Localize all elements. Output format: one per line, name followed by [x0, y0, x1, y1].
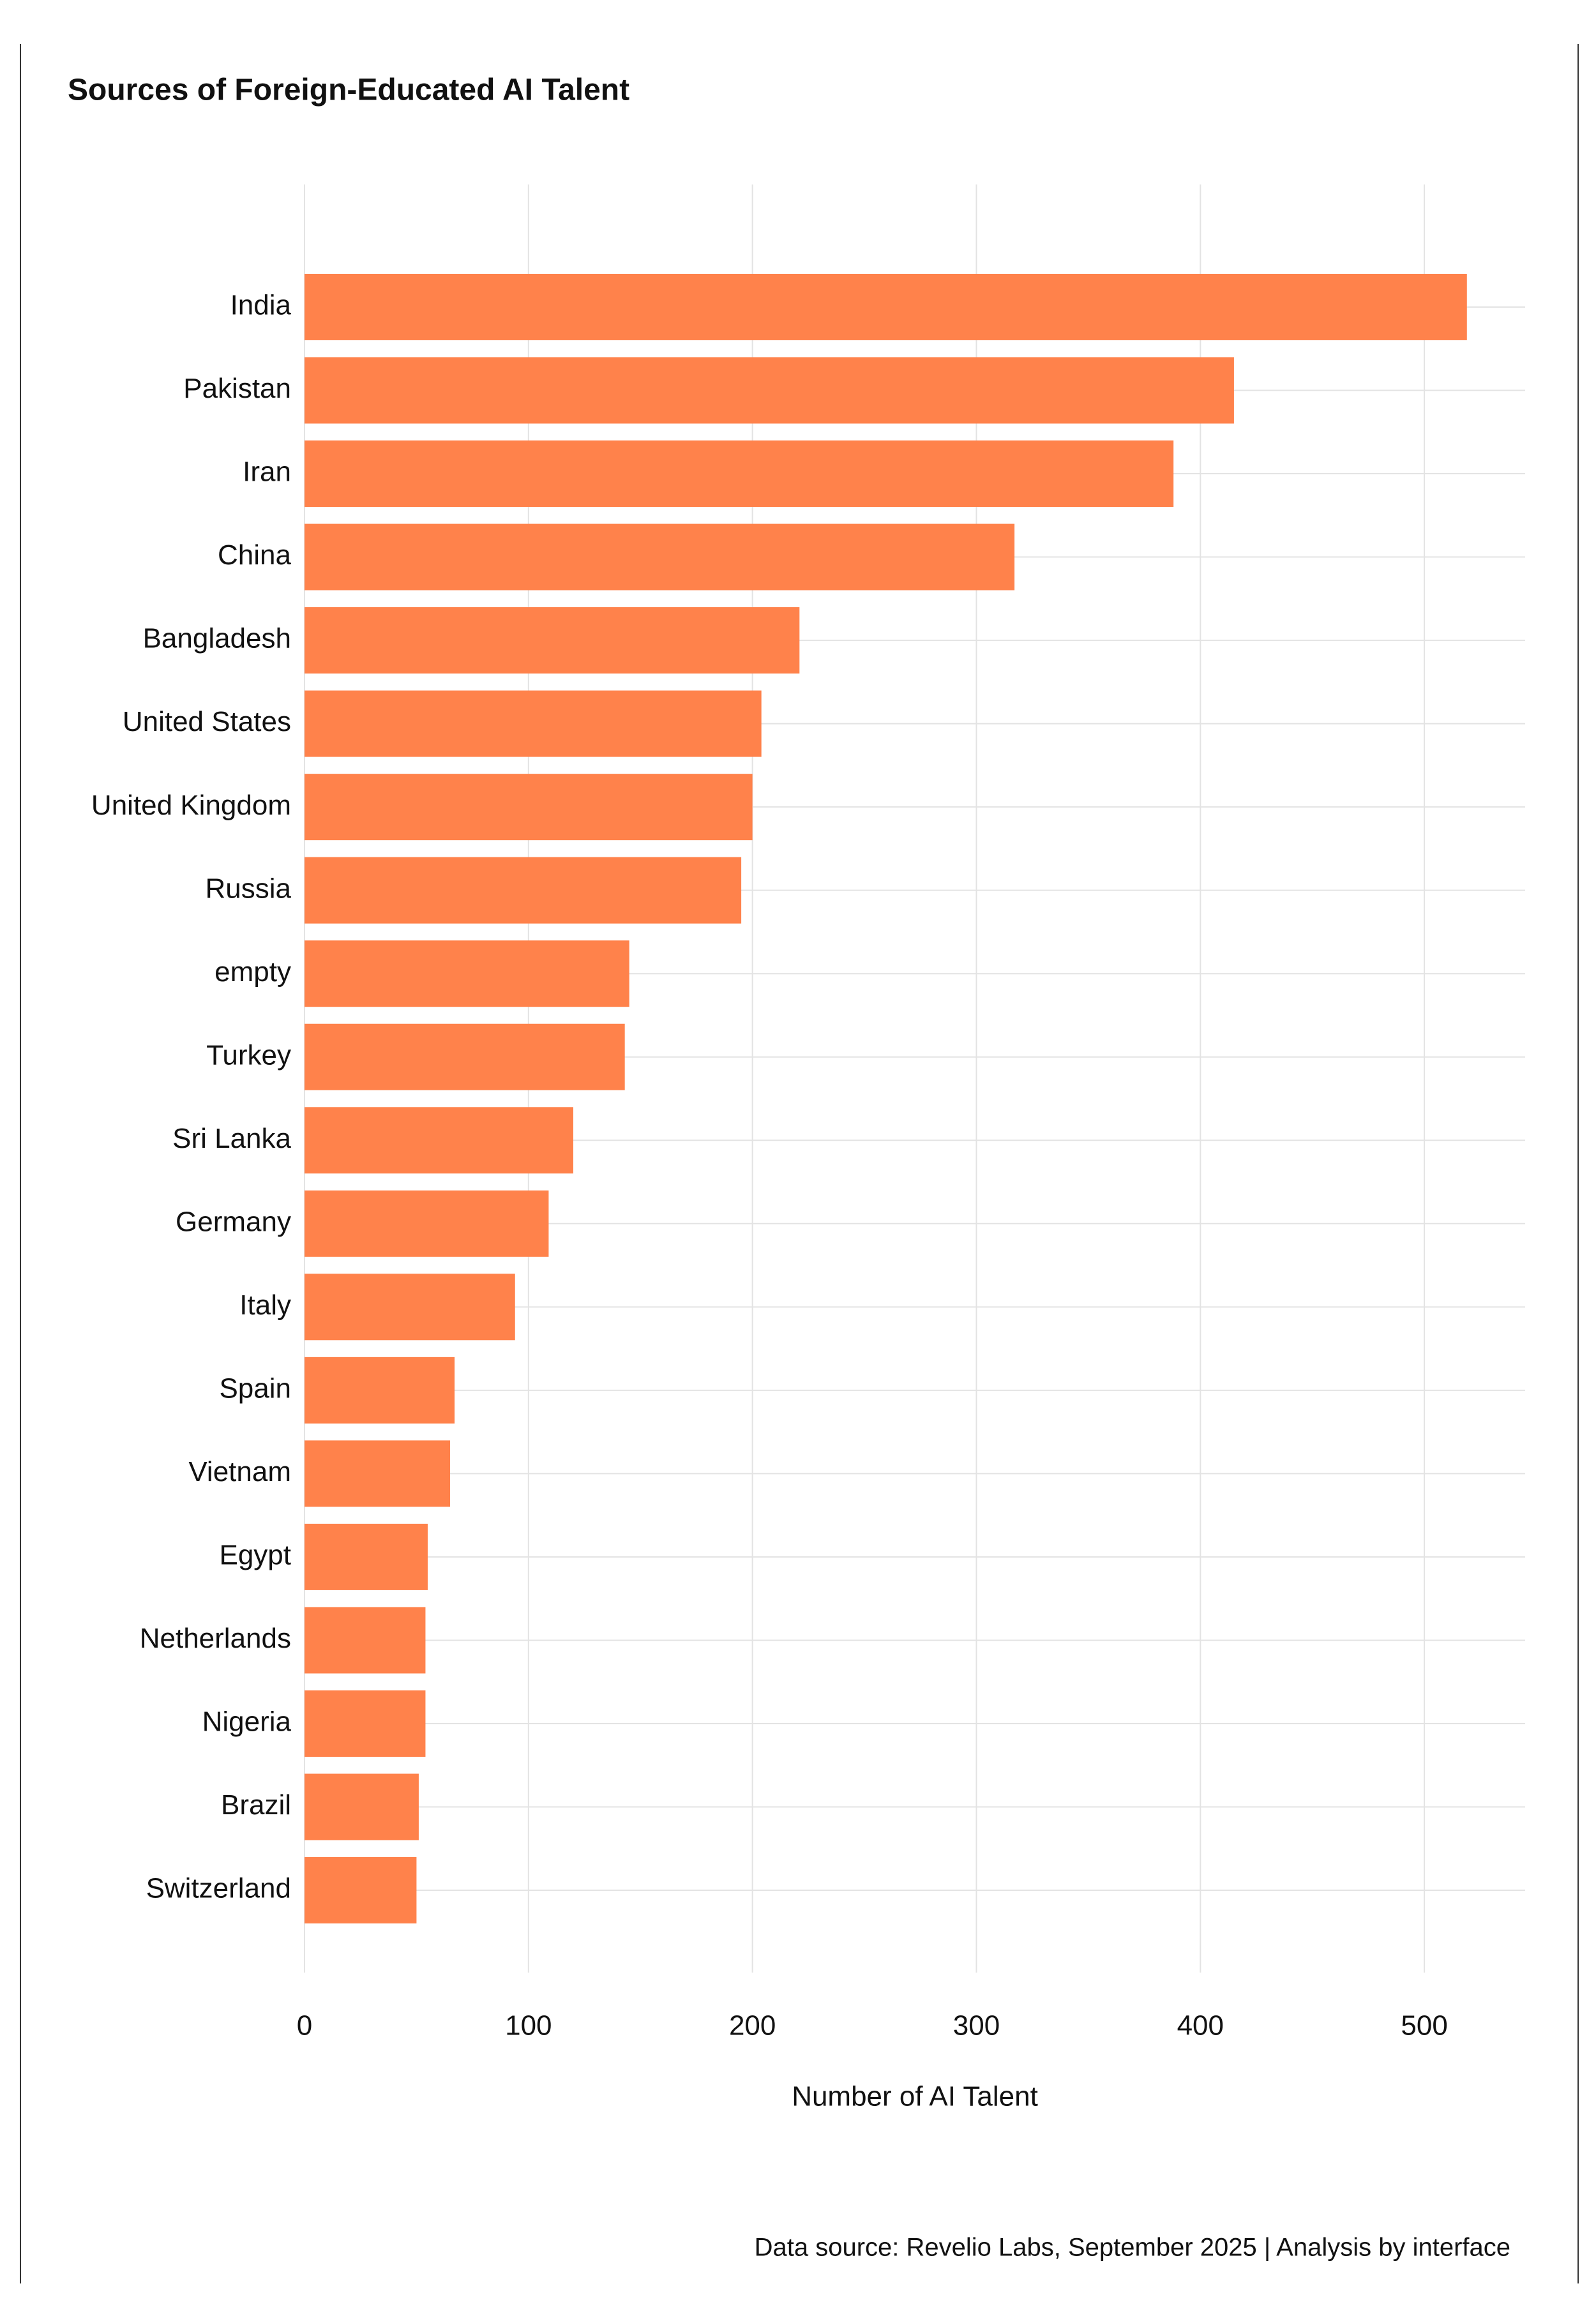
bar	[305, 857, 742, 924]
chart-title: Sources of Foreign-Educated AI Talent	[68, 73, 629, 107]
bar	[305, 1023, 625, 1090]
y-tick-label: Egypt	[219, 1540, 291, 1571]
x-tick-label: 0	[297, 2010, 312, 2042]
x-tick-label: 300	[953, 2010, 1000, 2042]
source-note: Data source: Revelio Labs, September 202…	[755, 2234, 1510, 2262]
y-tick-label: empty	[215, 956, 291, 988]
bar	[305, 1357, 455, 1424]
x-axis-label: Number of AI Talent	[792, 2081, 1038, 2112]
y-tick-label: Spain	[219, 1373, 291, 1404]
bar	[305, 607, 800, 674]
y-tick-label: Bangladesh	[143, 623, 291, 654]
y-tick-label: India	[230, 290, 292, 321]
bar	[305, 1440, 451, 1507]
y-tick-label: Netherlands	[140, 1623, 291, 1654]
y-tick-label: Switzerland	[146, 1873, 291, 1904]
bar	[305, 940, 629, 1007]
bar	[305, 1523, 428, 1590]
bar	[305, 1690, 426, 1757]
y-tick-label: Turkey	[206, 1039, 291, 1071]
y-tick-label: Germany	[176, 1206, 291, 1237]
bar	[305, 357, 1234, 424]
bar	[305, 273, 1467, 340]
bar	[305, 774, 753, 841]
y-tick-label: Vietnam	[188, 1456, 291, 1487]
y-tick-label: Sri Lanka	[172, 1123, 291, 1154]
y-tick-label: Pakistan	[183, 373, 291, 404]
y-tick-label: Nigeria	[202, 1706, 292, 1738]
bar	[305, 1274, 515, 1341]
x-tick-label: 500	[1401, 2010, 1447, 2042]
bar	[305, 523, 1015, 590]
y-tick-label: Iran	[243, 456, 291, 488]
bar	[305, 1773, 419, 1840]
x-tick-label: 200	[729, 2010, 776, 2042]
y-tick-label: China	[218, 539, 291, 571]
bar	[305, 1857, 417, 1924]
y-tick-label: Russia	[206, 873, 292, 904]
y-tick-label: Italy	[239, 1290, 291, 1321]
bar	[305, 440, 1174, 508]
x-tick-label: 100	[505, 2010, 552, 2042]
bar	[305, 1107, 573, 1174]
y-tick-label: United States	[123, 706, 291, 737]
y-tick-label: Brazil	[221, 1789, 291, 1821]
bar	[305, 690, 762, 757]
bar	[305, 1190, 549, 1257]
x-tick-label: 400	[1177, 2010, 1224, 2042]
y-tick-label: United Kingdom	[91, 790, 291, 821]
bar	[305, 1607, 426, 1674]
